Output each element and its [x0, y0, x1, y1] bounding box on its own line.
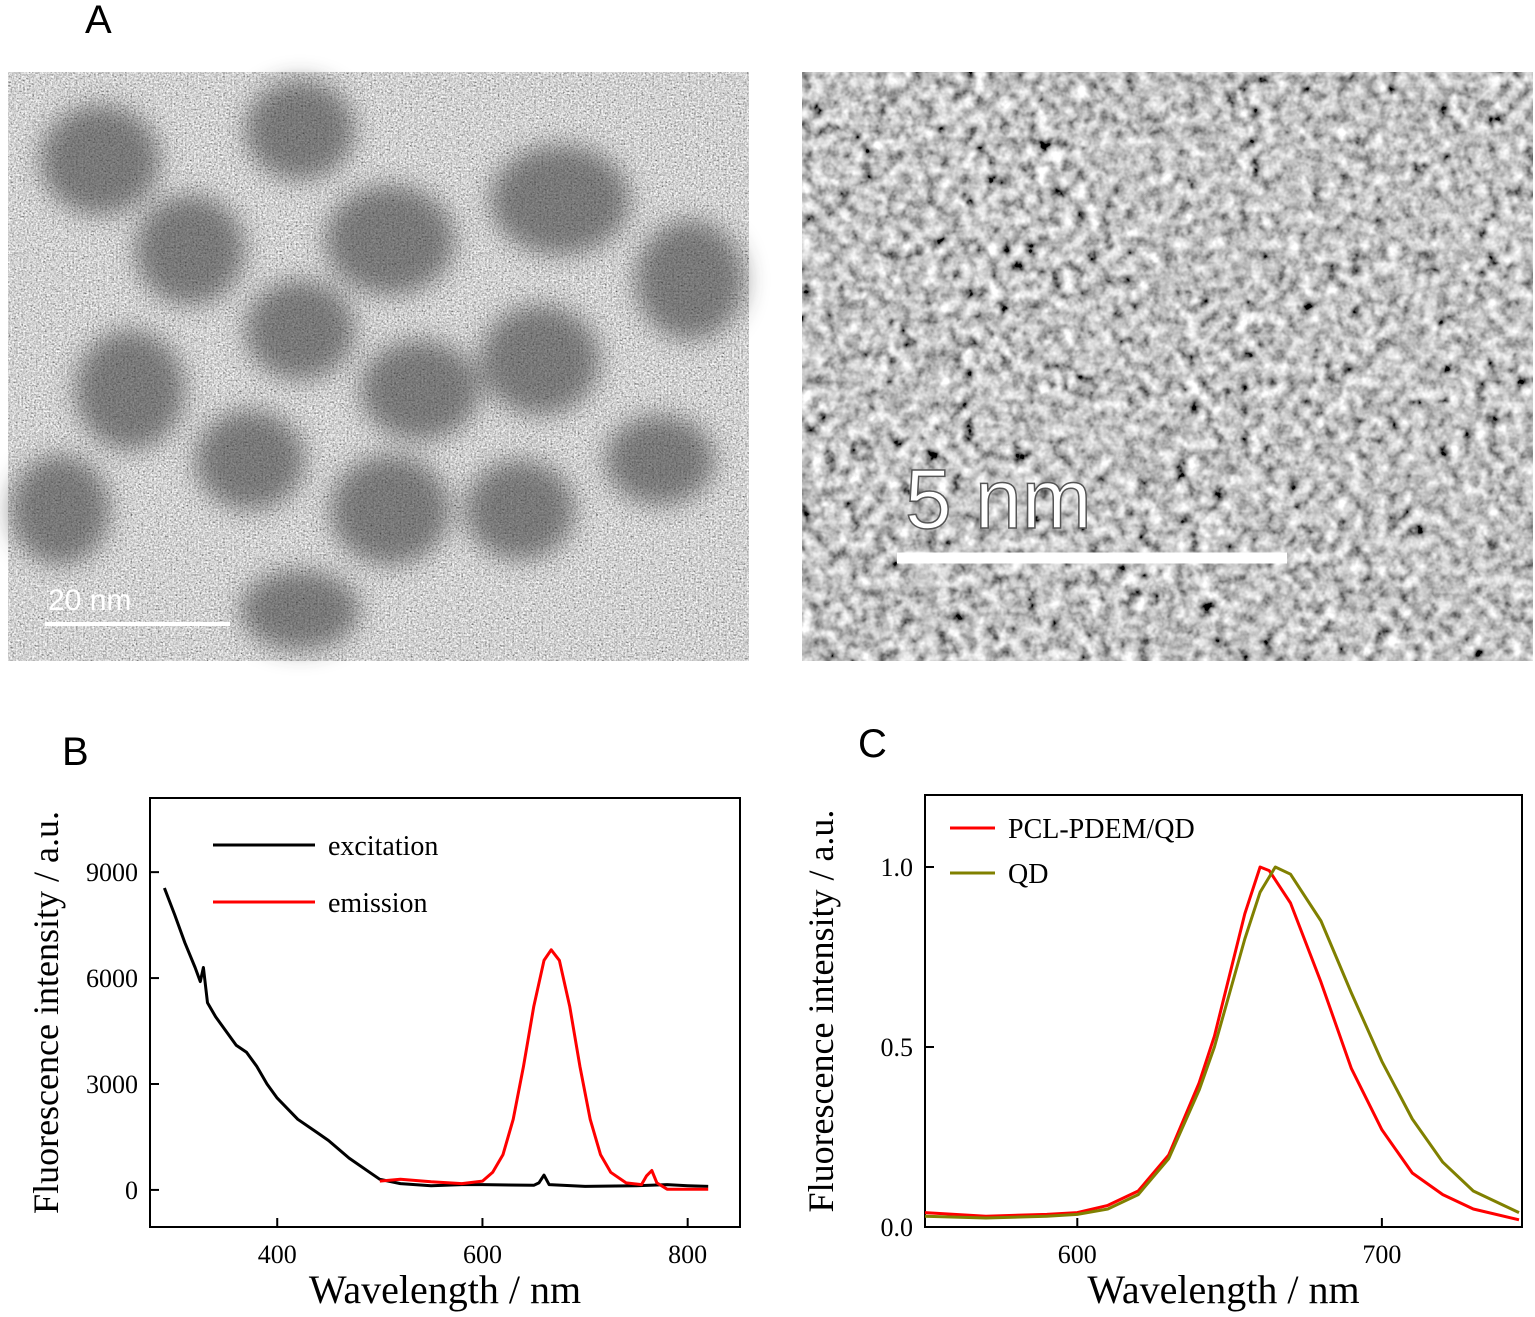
- data-line: [924, 865, 1520, 1222]
- data-line: [924, 865, 1520, 1220]
- x-tick-label: 700: [1362, 1240, 1401, 1269]
- x-axis-label: Wavelength / nm: [309, 1267, 581, 1312]
- plot-frame: [924, 794, 1523, 1228]
- y-tick-label: 0.5: [881, 1033, 914, 1062]
- panel-label: C: [858, 722, 887, 766]
- y-tick-label: 0: [125, 1176, 138, 1205]
- legend-label: emission: [328, 888, 428, 919]
- panel-label: A: [85, 0, 112, 42]
- y-tick-label: 9000: [86, 858, 138, 887]
- tem-image-right: [802, 72, 1533, 661]
- data-line: [163, 887, 709, 1188]
- x-axis-label: Wavelength / nm: [1087, 1267, 1359, 1312]
- data-line: [379, 948, 709, 1191]
- y-tick-label: 3000: [86, 1070, 138, 1099]
- x-tick-label: 800: [668, 1240, 707, 1269]
- legend-label: PCL-PDEM/QD: [1008, 814, 1195, 845]
- x-tick-label: 600: [463, 1240, 502, 1269]
- legend-label: QD: [1008, 859, 1048, 890]
- y-tick-label: 0.0: [881, 1213, 914, 1242]
- y-tick-label: 6000: [86, 964, 138, 993]
- legend-label: excitation: [328, 831, 438, 862]
- x-tick-label: 400: [258, 1240, 297, 1269]
- y-axis-label: Fluorescence intensity / a.u.: [26, 811, 66, 1214]
- x-tick-label: 600: [1058, 1240, 1097, 1269]
- plot-frame: [149, 797, 741, 1228]
- scale-bar-label: 20 nm: [48, 584, 131, 617]
- panel-label: B: [62, 730, 89, 774]
- y-tick-label: 1.0: [881, 853, 914, 882]
- y-axis-label: Fluorescence intensity / a.u.: [801, 810, 841, 1213]
- scale-bar-label: 5 nm: [905, 452, 1092, 546]
- tem-image-left: [8, 72, 749, 661]
